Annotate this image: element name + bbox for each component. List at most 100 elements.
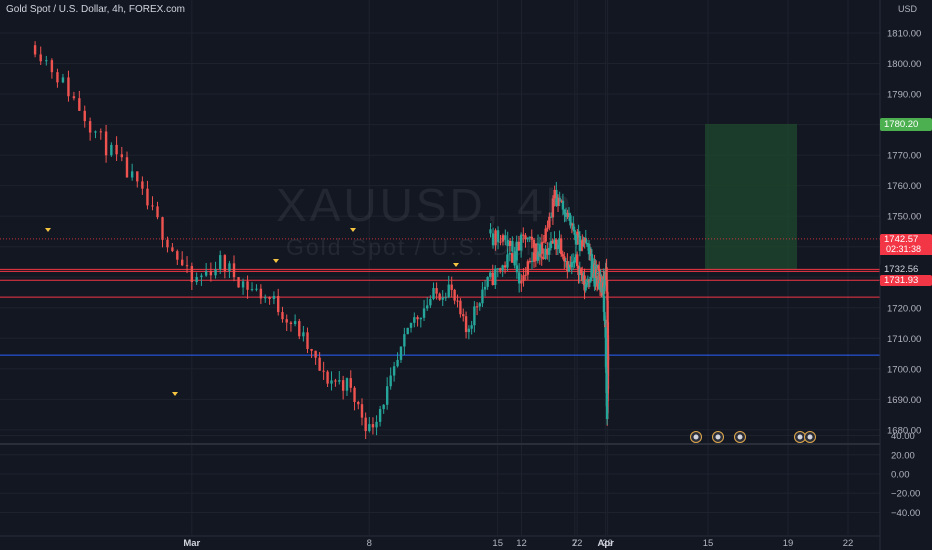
candle-up [501,265,504,271]
time-tick-label: 22 [843,538,854,549]
candle-down [120,154,124,158]
candle-up [389,375,392,387]
candle-up [486,276,489,287]
candle-down [322,370,325,372]
candle-down [548,216,551,228]
candle-down [560,200,563,202]
candle-down [281,312,284,320]
candle-down [595,283,599,285]
candle-up [517,272,521,284]
price-tick-label: 1720.00 [887,303,921,314]
event-flag-icon[interactable] [712,431,724,443]
candle-down [542,257,545,259]
price-tick-label: 1680.00 [887,425,921,436]
target-zone-box[interactable] [705,123,797,270]
candle-up [426,305,429,309]
candle-up [94,131,97,133]
candle-down [456,300,459,302]
price-tick-label: 1700.00 [887,364,921,375]
candle-up [558,197,561,202]
candle-down [357,402,360,405]
candle-down [151,205,154,207]
candle-down [542,241,546,243]
event-flag-icon[interactable] [734,431,746,443]
time-tick-label: 29 [602,538,613,549]
candle-down [556,197,560,206]
candle-down [67,77,70,97]
candle-up [605,393,609,407]
signal-marker-icon [273,259,279,263]
candle-up [219,255,222,270]
candle-up [511,240,514,252]
candle-up [204,271,208,276]
candle-down [598,268,601,277]
event-flag-icon[interactable] [794,431,806,443]
candles [33,41,610,440]
candle-down [577,266,580,276]
symbol-legend[interactable]: Gold Spot / U.S. Dollar, 4h, FOREX.com [6,4,185,15]
candle-up [385,386,389,405]
candle-down [561,254,564,257]
currency-label[interactable]: USD [898,4,918,14]
candle-up [556,244,560,250]
candle-down [141,181,144,189]
candle-down [180,259,184,266]
candle-down [499,241,502,243]
candle-down [522,234,525,236]
candle-up [604,337,608,368]
candle-down [494,230,497,246]
candle-down [569,264,572,268]
candle-down [583,275,586,291]
candle-up [241,281,245,288]
candle-up [214,269,217,276]
candle-up [573,260,576,262]
candle-down [551,240,554,244]
candle-down [453,289,456,301]
candle-up [570,262,573,268]
candle-down [104,131,108,156]
candle-down [268,297,271,299]
candle-down [232,263,236,278]
oscillator-tick-label: 0.00 [891,470,910,481]
description-watermark: Gold Spot / U.S. Dollar [286,234,565,260]
candle-down [289,322,293,325]
candle-up [228,263,231,272]
target-zone[interactable] [705,123,797,270]
candle-up [382,404,385,410]
candle-up [586,280,590,284]
candle-up [519,234,523,251]
event-flag-icon[interactable] [690,431,702,443]
price-tick-label: 1690.00 [887,395,921,406]
candle-up [403,334,406,347]
time-tick-label: 15 [703,538,714,549]
candle-up [447,284,450,298]
candle-down [78,98,81,111]
time-tick-label: 19 [783,538,794,549]
candle-up [574,234,578,245]
price-tick-label: 1760.00 [887,181,921,192]
candle-up [473,306,476,326]
candle-down [559,238,563,255]
candle-up [478,303,481,307]
candle-down [125,157,129,178]
candle-up [496,268,499,270]
candle-down [566,261,569,272]
event-flag-dot [737,434,743,440]
candle-up [409,322,413,328]
candle-up [491,233,495,246]
candle-down [237,277,240,288]
candle-up [255,288,258,290]
candle-down [524,235,527,240]
time-tick-label: 12 [516,538,527,549]
candle-up [605,406,609,420]
candle-up [338,380,341,382]
candle-down [600,282,604,290]
candle-up [508,253,511,255]
event-flag-icon[interactable] [804,431,816,443]
target-price-badge: 1780.20 [880,118,932,131]
economic-events[interactable] [45,228,816,443]
candle-up [345,378,349,391]
candle-up [558,238,561,245]
candle-down [459,300,462,315]
